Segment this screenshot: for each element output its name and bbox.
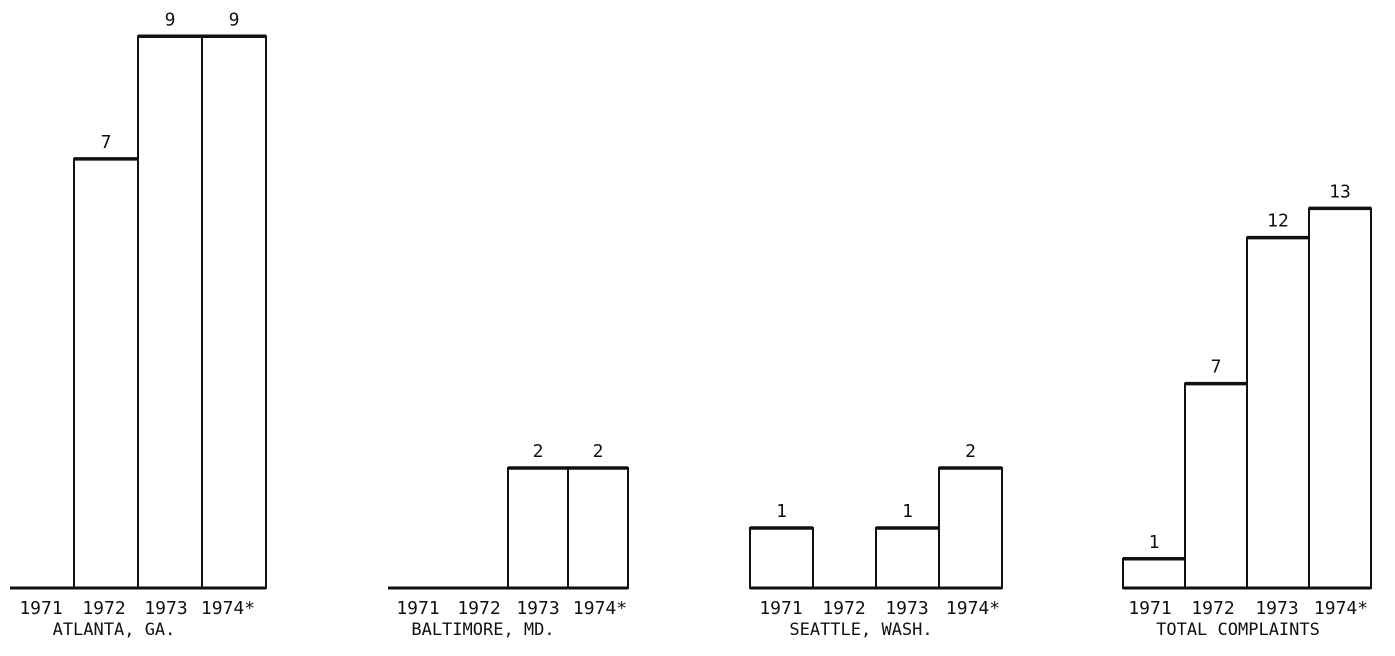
atlanta-ga-tick-label: 1972: [82, 598, 125, 619]
seattle-wash-tick-label: 1974*: [946, 598, 1000, 619]
seattle-wash-tick-label: 1973: [885, 598, 928, 619]
total-complaints-tick-label: 1971: [1128, 598, 1171, 619]
total-complaints-bar: [1122, 557, 1186, 589]
total-complaints-data-label: 7: [1211, 357, 1222, 378]
atlanta-ga-data-label: 9: [229, 9, 240, 30]
baltimore-md-tick-label: 1973: [516, 598, 559, 619]
seattle-wash-tick-label: 1971: [759, 598, 802, 619]
seattle-wash-data-label: 2: [965, 441, 976, 462]
total-complaints-title: TOTAL COMPLAINTS: [1156, 620, 1320, 640]
atlanta-ga-tick-label: 1973: [144, 598, 187, 619]
total-complaints-bar: [1308, 207, 1372, 589]
atlanta-ga-tick-label: 1974*: [201, 598, 255, 619]
atlanta-ga-data-label: 7: [101, 132, 112, 153]
total-complaints-bar: [1184, 382, 1248, 589]
baltimore-md-tick-label: 1974*: [573, 598, 627, 619]
total-complaints-tick-label: 1972: [1191, 598, 1234, 619]
baltimore-md-data-label: 2: [533, 441, 544, 462]
atlanta-ga-bar: [137, 35, 203, 590]
seattle-wash-bar: [875, 527, 940, 589]
total-complaints-data-label: 1: [1149, 532, 1160, 553]
seattle-wash-bar: [749, 527, 814, 589]
total-complaints-data-label: 13: [1329, 181, 1351, 202]
baltimore-md-bar: [567, 467, 629, 589]
total-complaints-tick-label: 1974*: [1314, 598, 1368, 619]
atlanta-ga-data-label: 9: [165, 9, 176, 30]
atlanta-ga-bar: [73, 157, 139, 589]
seattle-wash-tick-label: 1972: [822, 598, 865, 619]
seattle-wash-data-label: 1: [902, 501, 913, 522]
seattle-wash-title: SEATTLE, WASH.: [789, 620, 932, 640]
seattle-wash-data-label: 1: [776, 501, 787, 522]
atlanta-ga-tick-label: 1971: [19, 598, 62, 619]
total-complaints-data-label: 12: [1267, 211, 1289, 232]
baltimore-md-bar: [507, 467, 569, 589]
baltimore-md-data-label: 2: [593, 441, 604, 462]
baltimore-md-title: BALTIMORE, MD.: [411, 620, 554, 640]
atlanta-ga-title: ATLANTA, GA.: [53, 620, 176, 640]
total-complaints-tick-label: 1973: [1255, 598, 1298, 619]
baltimore-md-tick-label: 1972: [457, 598, 500, 619]
atlanta-ga-bar: [201, 35, 267, 590]
baltimore-md-tick-label: 1971: [396, 598, 439, 619]
seattle-wash-bar: [938, 467, 1003, 589]
total-complaints-bar: [1246, 236, 1310, 589]
